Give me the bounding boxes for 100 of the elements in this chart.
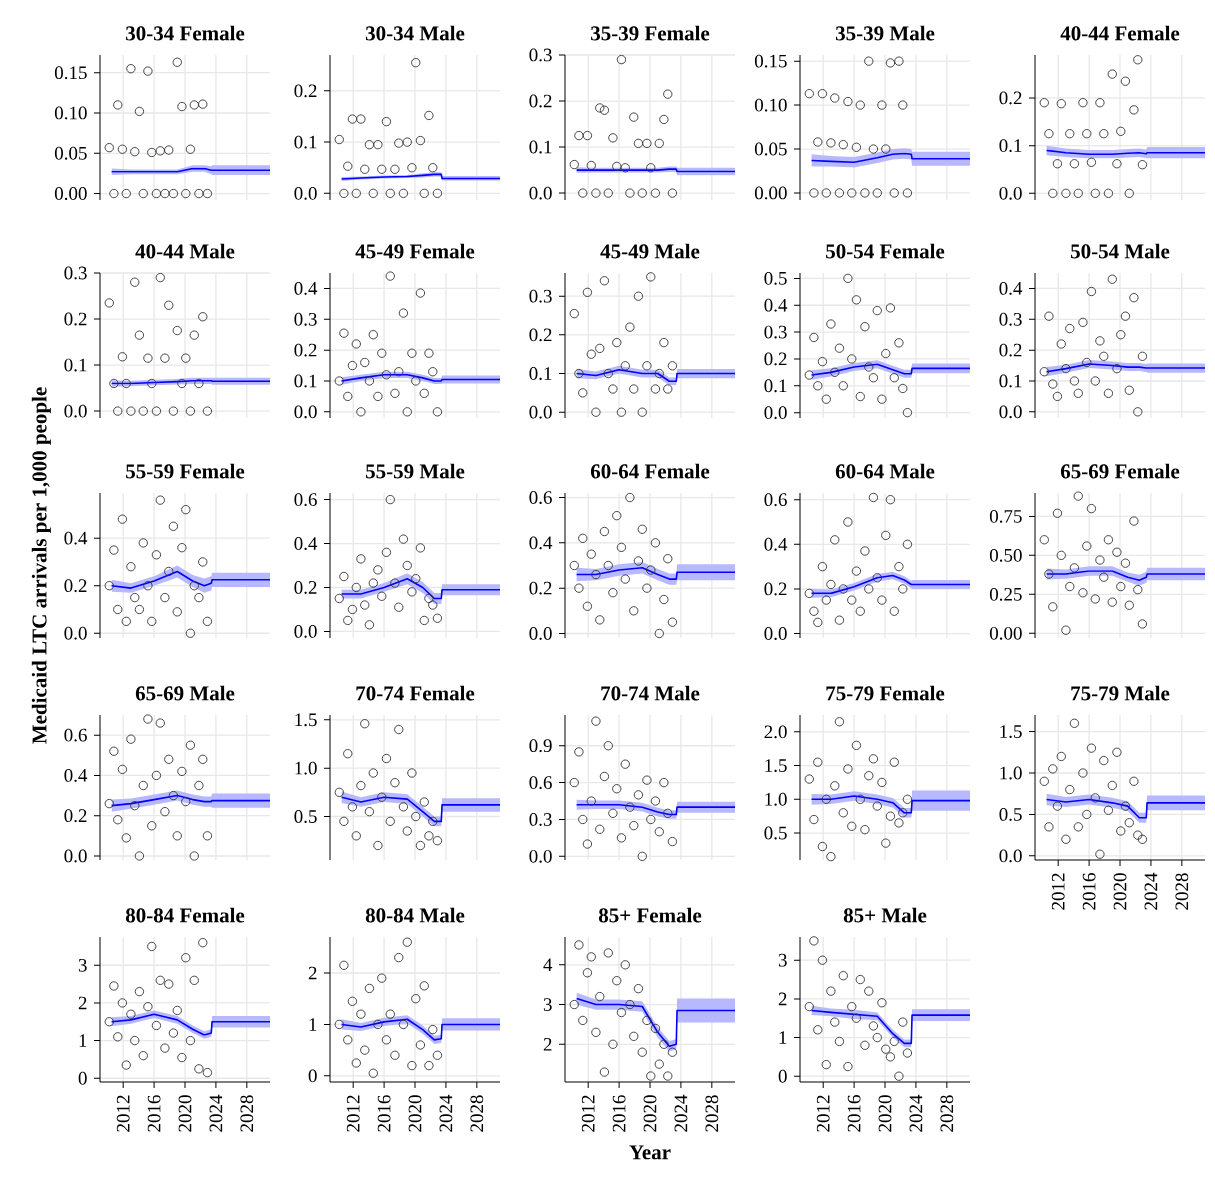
point	[902, 539, 913, 549]
point	[368, 768, 378, 778]
point	[194, 378, 204, 389]
point	[377, 591, 387, 601]
point	[181, 796, 191, 807]
point	[172, 1005, 182, 1016]
chart-title: 85+ Male	[843, 907, 927, 923]
y-tick-label: 0.2	[999, 91, 1022, 105]
point	[368, 578, 378, 588]
point	[160, 188, 170, 199]
point	[126, 64, 136, 74]
point	[134, 604, 145, 615]
point	[130, 1035, 140, 1046]
point	[113, 100, 123, 110]
point	[138, 1051, 148, 1061]
point	[419, 797, 429, 807]
point	[603, 741, 613, 751]
point	[637, 188, 647, 198]
point	[117, 352, 128, 362]
point	[1095, 98, 1105, 108]
point	[407, 348, 417, 358]
point	[419, 981, 429, 991]
y-tick-label: 0.2	[999, 343, 1022, 357]
y-tick-label: 0.1	[999, 374, 1022, 388]
point	[339, 328, 349, 338]
point	[164, 566, 174, 577]
point	[625, 492, 635, 503]
point	[574, 583, 584, 593]
x-tick-label: 2028	[470, 1095, 484, 1132]
point	[143, 581, 153, 591]
point	[160, 353, 170, 363]
point	[130, 147, 140, 157]
point	[343, 1035, 353, 1045]
point	[646, 163, 656, 173]
y-tick-label: 0.2	[64, 312, 87, 326]
point	[1052, 159, 1063, 169]
point	[411, 574, 421, 584]
point	[855, 391, 865, 402]
point	[894, 338, 904, 348]
y-tick-label: 3	[778, 953, 787, 967]
chart-title: 50-54 Male	[1071, 243, 1170, 259]
y-tick-label: 0.05	[54, 146, 87, 160]
x-tick-label: 2020	[178, 1095, 192, 1132]
point	[1099, 755, 1109, 766]
chart-title: 65-69 Male	[135, 685, 235, 701]
point	[368, 330, 378, 340]
point	[104, 142, 114, 153]
point	[847, 595, 857, 605]
point	[1078, 317, 1088, 328]
point	[109, 545, 119, 555]
chart-title: 35-39 Male	[835, 25, 935, 41]
chart-title: 40-44 Male	[135, 243, 235, 259]
point	[432, 836, 443, 846]
point	[185, 740, 196, 750]
x-tick-label: 2020	[878, 1095, 892, 1132]
point	[1133, 585, 1143, 595]
y-tick-label: 0.10	[54, 106, 87, 120]
point	[360, 719, 370, 729]
y-tick-label: 2	[778, 992, 787, 1006]
y-tick-label: 0.00	[754, 186, 787, 200]
point	[650, 188, 661, 198]
point	[377, 973, 387, 983]
point	[578, 188, 588, 198]
point	[185, 406, 196, 416]
y-tick-label: 0.5	[764, 826, 787, 840]
y-tick-label: 0.2	[294, 343, 317, 357]
x-tick-label: 2016	[1082, 873, 1096, 910]
point	[1078, 98, 1088, 108]
point	[390, 388, 400, 398]
point	[385, 188, 395, 198]
point	[407, 163, 417, 173]
point	[826, 851, 836, 862]
x-tick-label: 2012	[116, 1095, 130, 1132]
chart-title: 60-64 Female	[590, 463, 710, 479]
point	[155, 975, 165, 985]
point	[334, 134, 344, 145]
point	[160, 1043, 170, 1053]
y-tick-label: 3	[543, 998, 552, 1011]
point	[1039, 98, 1049, 108]
point	[885, 811, 896, 821]
point	[164, 300, 174, 310]
point	[347, 802, 358, 812]
point	[419, 388, 429, 398]
y-tick-label: 1	[309, 1018, 317, 1031]
point	[121, 188, 131, 199]
point	[172, 831, 182, 841]
point	[834, 615, 845, 625]
point	[351, 1058, 361, 1068]
point	[898, 808, 908, 818]
point	[1086, 503, 1097, 514]
point	[121, 833, 131, 843]
point	[1107, 597, 1117, 607]
y-tick-label: 1	[79, 1034, 87, 1047]
point	[390, 778, 400, 788]
point	[1116, 330, 1126, 340]
point	[608, 808, 618, 818]
point	[877, 394, 887, 404]
point	[177, 766, 187, 777]
point	[578, 388, 588, 398]
point	[168, 188, 179, 199]
